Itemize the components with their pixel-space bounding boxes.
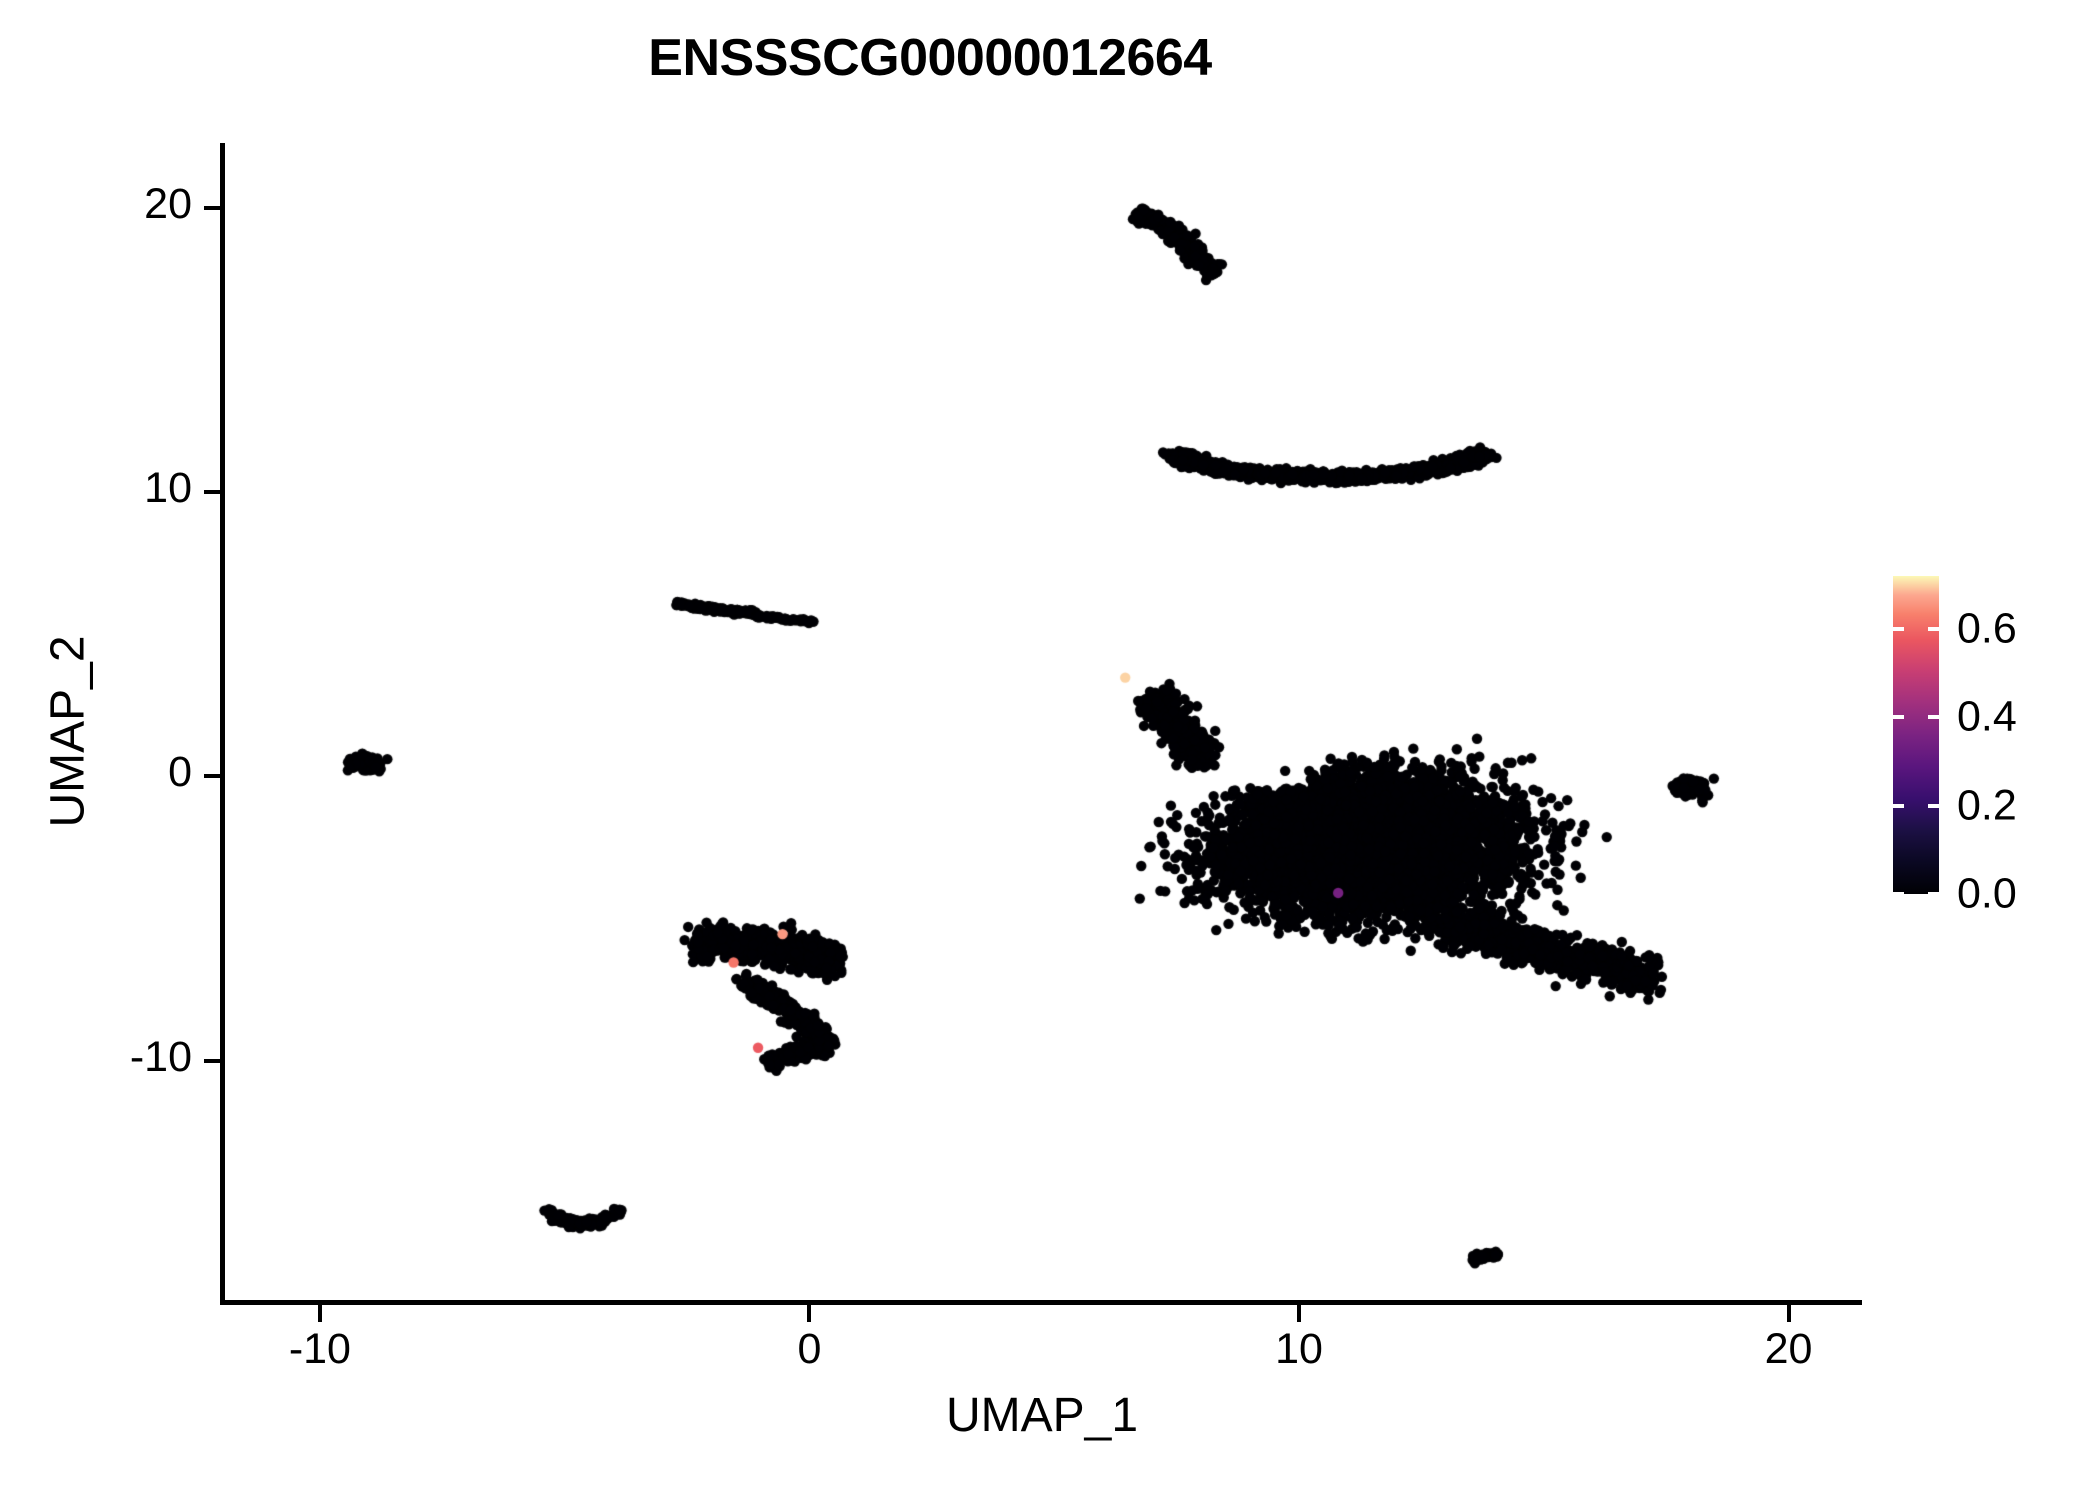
- x-tick-label: -10: [288, 1325, 351, 1373]
- y-tick-label: 20: [144, 180, 192, 229]
- y-tick-label: 10: [144, 464, 192, 513]
- colorbar-tick-mark: [1893, 803, 1904, 808]
- y-tick-mark: [204, 1058, 222, 1063]
- x-tick-mark: [317, 1304, 322, 1322]
- x-tick-mark: [1786, 1304, 1791, 1322]
- colorbar-tick-label: 0.4: [1957, 692, 2017, 741]
- x-tick-label: 0: [797, 1325, 822, 1373]
- x-tick-mark: [1297, 1304, 1301, 1322]
- y-tick-mark: [204, 490, 222, 495]
- y-tick-label: 0: [168, 748, 192, 797]
- umap-scatter-plot: [222, 143, 1862, 1302]
- colorbar-tick-mark: [1928, 715, 1939, 720]
- colorbar-tick-mark: [1928, 803, 1939, 808]
- colorbar-tick-label: 0.6: [1957, 604, 2017, 653]
- x-tick-label: 10: [1275, 1325, 1323, 1373]
- colorbar-tick-mark: [1893, 627, 1904, 631]
- colorbar-tick-mark: [1893, 892, 1904, 896]
- x-axis-title: UMAP_1: [945, 1389, 1139, 1442]
- color-legend: 0.0 0.2 0.4 0.6: [1893, 576, 2093, 918]
- page-title: ENSSSCG00000012664: [648, 29, 1212, 87]
- colorbar-tick-mark: [1928, 892, 1939, 896]
- x-tick-mark: [807, 1304, 812, 1322]
- colorbar-gradient: [1893, 576, 1939, 894]
- y-axis-line: [220, 143, 225, 1305]
- y-axis-title: UMAP_2: [41, 635, 95, 828]
- colorbar-tick-label: 0.2: [1957, 781, 2017, 830]
- colorbar-tick-mark: [1928, 627, 1939, 631]
- x-axis-line: [220, 1300, 1862, 1305]
- y-tick-label: -10: [129, 1032, 192, 1081]
- y-tick-mark: [204, 206, 222, 211]
- y-tick-mark: [204, 774, 222, 779]
- colorbar-tick-mark: [1893, 715, 1904, 720]
- x-tick-label: 20: [1764, 1325, 1813, 1373]
- colorbar-tick-label: 0.0: [1957, 869, 2017, 918]
